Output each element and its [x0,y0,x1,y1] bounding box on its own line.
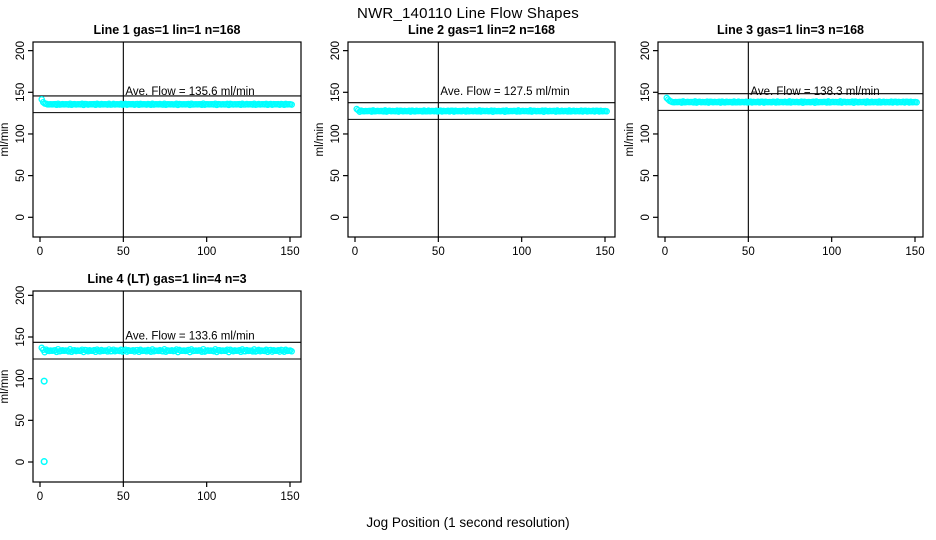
y-axis-title: ml/min [314,123,326,157]
data-point [274,346,282,354]
x-tick-label: 150 [905,246,924,258]
data-point [279,347,286,354]
plot-box [347,41,616,238]
y-tick-label: 100 [15,124,27,143]
x-tick-label: 50 [117,491,130,503]
data-point [837,98,844,105]
data-point [913,99,920,106]
outlier-point [40,377,48,385]
data-point [603,108,610,115]
y-tick-label: 150 [330,83,342,102]
y-tick-label: 150 [15,327,27,346]
x-tick-label: 100 [512,246,531,258]
x-axis: 0 50 100 150 [352,237,615,258]
subplot-title: Line 4 (LT) gas=1 lin=4 n=3 [87,272,246,286]
plot-box [657,41,924,238]
y-tick-label: 0 [640,214,652,220]
subplot-title: Line 1 gas=1 lin=1 n=168 [94,23,241,37]
y-tick-label: 200 [330,41,342,60]
plot-box [32,290,302,483]
subplot-2: Line 2 gas=1 lin=2 n=168 0 50 100 150 0 50 100 1… [314,23,616,258]
data-point [527,107,534,114]
y-axis: 0 50 100 150 200 ml/min [0,286,33,465]
x-axis: 0 50 100 150 [37,482,300,503]
y-tick-label: 150 [15,83,27,102]
x-tick-label: 0 [37,246,43,258]
y-tick-label: 200 [640,41,652,60]
x-tick-label: 150 [280,246,299,258]
data-series [663,94,920,106]
y-axis-title: ml/min [0,123,11,157]
subplot-title: Line 3 gas=1 lin=3 n=168 [717,23,864,37]
x-tick-label: 150 [280,491,299,503]
data-series [38,344,295,466]
subplot-4: Line 4 (LT) gas=1 lin=4 n=3 0 50 100 150 0 50 1… [0,272,302,503]
x-tick-label: 50 [117,246,130,258]
subplot-title: Line 2 gas=1 lin=2 n=168 [408,23,555,37]
ave-flow-annotation: Ave. Flow = 138.3 ml/min [750,86,879,98]
x-tick-label: 150 [595,246,614,258]
ave-flow-annotation: Ave. Flow = 135.6 ml/min [125,86,254,98]
data-point [212,100,219,107]
x-axis: 0 50 100 150 [37,237,300,258]
x-tick-label: 0 [352,246,358,258]
x-tick-label: 100 [822,246,841,258]
x-tick-label: 0 [662,246,668,258]
y-axis-title: ml/min [624,123,636,157]
ave-flow-annotation: Ave. Flow = 127.5 ml/min [440,86,569,98]
y-tick-label: 0 [15,459,27,465]
x-tick-label: 50 [432,246,445,258]
y-tick-label: 50 [640,169,652,182]
x-tick-label: 100 [197,491,216,503]
subplot-1: Line 1 gas=1 lin=1 n=168 0 50 100 150 0 50 100 1… [0,23,302,258]
data-point [198,101,206,109]
x-tick-label: 0 [37,491,43,503]
data-point [116,347,123,355]
subplot-3: Line 3 gas=1 lin=3 n=168 0 50 100 150 0 50 100 1… [624,23,925,258]
data-series [353,105,610,115]
data-point [129,346,137,354]
y-tick-label: 50 [15,414,27,427]
x-axis-label: Jog Position (1 second resolution) [366,515,570,530]
y-tick-label: 0 [15,214,27,220]
y-axis-title: ml/min [0,370,11,404]
y-tick-label: 50 [15,169,27,182]
ave-flow-annotation: Ave. Flow = 133.6 ml/min [125,331,254,343]
data-point [288,348,295,355]
outlier-point [40,458,48,466]
data-point [381,107,389,114]
data-point [143,348,150,355]
figure-title: NWR_140110 Line Flow Shapes [357,5,579,22]
data-point [186,101,194,109]
y-axis: 0 50 100 150 200 ml/min [314,41,348,221]
y-tick-label: 100 [330,124,342,143]
y-tick-label: 200 [15,286,27,305]
y-tick-label: 100 [640,124,652,143]
y-tick-label: 200 [15,41,27,60]
y-tick-label: 150 [640,83,652,102]
y-axis: 0 50 100 150 200 ml/min [0,41,33,221]
x-tick-label: 100 [197,246,216,258]
y-tick-label: 50 [330,169,342,182]
data-point [368,108,375,115]
plot-box [32,41,302,238]
y-axis: 0 50 100 150 200 ml/min [624,41,658,221]
y-tick-label: 100 [15,369,27,388]
x-tick-label: 50 [742,246,755,258]
data-series [38,96,295,109]
data-point [678,99,685,106]
x-axis: 0 50 100 150 [662,237,925,258]
y-tick-label: 0 [330,214,342,220]
data-point [288,101,295,108]
data-point [691,98,699,105]
data-point [276,348,283,355]
